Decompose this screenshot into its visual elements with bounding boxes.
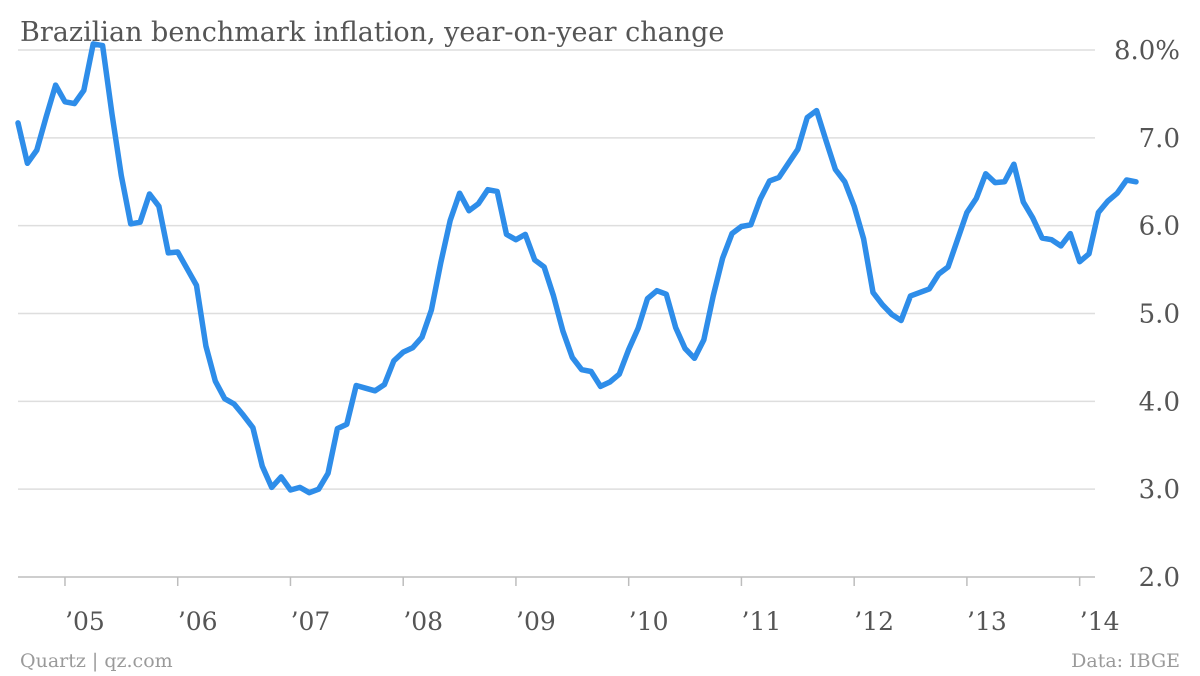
y-tick-label: 8.0% <box>1114 36 1180 66</box>
y-tick-label: 7.0 <box>1139 124 1180 154</box>
x-tick-label: ’09 <box>516 607 556 636</box>
y-tick-label: 3.0 <box>1139 475 1180 505</box>
y-axis-labels: 2.0 3.0 4.0 5.0 6.0 7.0 8.0% <box>1114 36 1180 593</box>
y-tick-label: 5.0 <box>1139 300 1180 330</box>
series-layer <box>15 41 1139 496</box>
x-axis-labels: ’05 ’06 ’07 ’08 ’09 ’10 ’11 ’12 ’13 ’14 <box>65 607 1119 636</box>
x-tick-label: ’06 <box>178 607 218 636</box>
chart-title: Brazilian benchmark inflation, year-on-y… <box>20 17 724 48</box>
x-tick-label: ’08 <box>403 607 443 636</box>
y-tick-label: 2.0 <box>1139 563 1180 593</box>
gridlines <box>18 49 1095 490</box>
x-tick-label: ’05 <box>65 607 105 636</box>
x-axis-ticks <box>64 577 1081 586</box>
y-tick-label: 4.0 <box>1139 387 1180 417</box>
inflation-series-line <box>15 41 1139 496</box>
y-tick-label: 6.0 <box>1139 212 1180 242</box>
source-credit: Quartz | qz.com <box>20 650 173 672</box>
x-tick-label: ’13 <box>967 607 1007 636</box>
data-source: Data: IBGE <box>1071 650 1180 672</box>
x-tick-label: ’10 <box>629 607 669 636</box>
x-tick-label: ’14 <box>1080 607 1120 636</box>
x-tick-label: ’12 <box>854 607 894 636</box>
x-tick-label: ’07 <box>291 607 331 636</box>
x-tick-label: ’11 <box>742 607 782 636</box>
